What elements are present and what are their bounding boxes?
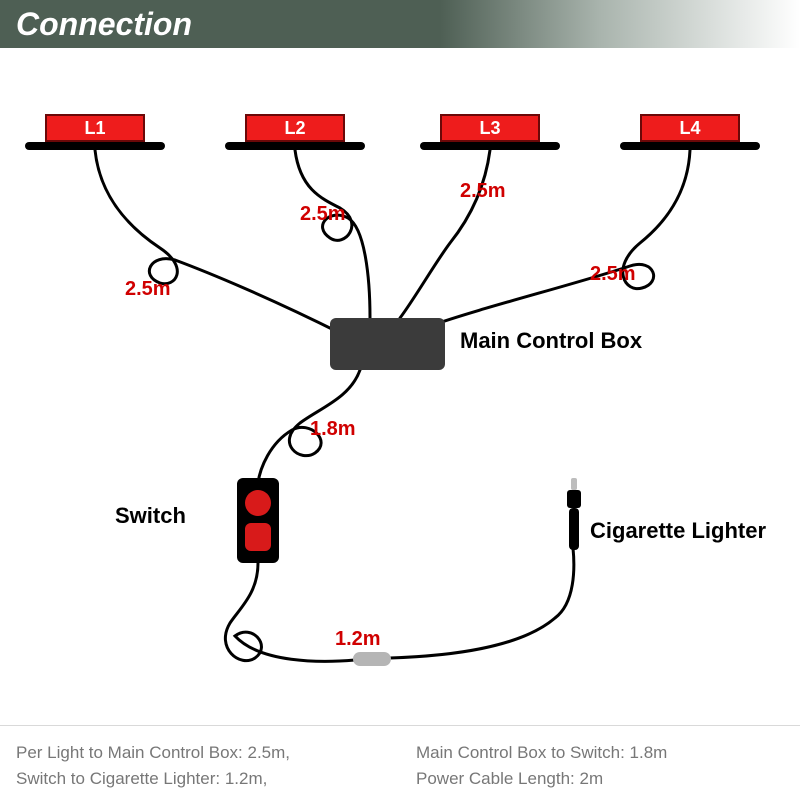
footer-line-3: Main Control Box to Switch: 1.8m: [416, 740, 784, 766]
footer-line-4: Power Cable Length: 2m: [416, 766, 784, 792]
footer-col-right: Main Control Box to Switch: 1.8m Power C…: [416, 740, 784, 791]
light-l2: L2: [225, 114, 365, 150]
light-base-l2: [225, 142, 365, 150]
distance-l1: 2.5m: [125, 278, 171, 301]
light-label-l4: L4: [679, 118, 700, 139]
light-l3: L3: [420, 114, 560, 150]
header-title: Connection: [16, 6, 192, 43]
distance-box-switch: 1.8m: [310, 418, 356, 441]
light-label-l2: L2: [284, 118, 305, 139]
switch-button-rect: [245, 523, 271, 551]
cigarette-lighter-label: Cigarette Lighter: [590, 518, 766, 544]
wire-splice: [353, 652, 391, 666]
footer: Per Light to Main Control Box: 2.5m, Swi…: [0, 725, 800, 801]
main-control-box-label: Main Control Box: [460, 328, 642, 354]
switch-label: Switch: [115, 503, 186, 529]
cigarette-lighter: [560, 478, 588, 555]
light-label-l3: L3: [479, 118, 500, 139]
light-base-l1: [25, 142, 165, 150]
light-bar-l4: L4: [640, 114, 740, 142]
distance-l2: 2.5m: [300, 203, 346, 226]
distance-l3: 2.5m: [460, 180, 506, 203]
diagram-canvas: L1 L2 L3 L4 Main Control Box Switch: [0, 48, 800, 738]
light-base-l3: [420, 142, 560, 150]
switch-button-round: [245, 490, 271, 516]
light-bar-l2: L2: [245, 114, 345, 142]
switch-box: [237, 478, 279, 563]
light-base-l4: [620, 142, 760, 150]
footer-line-1: Per Light to Main Control Box: 2.5m,: [16, 740, 384, 766]
distance-switch-lighter: 1.2m: [335, 628, 381, 651]
header-bar: Connection: [0, 0, 800, 48]
distance-l4: 2.5m: [590, 263, 636, 286]
light-bar-l3: L3: [440, 114, 540, 142]
wires-svg: [0, 48, 800, 738]
footer-col-left: Per Light to Main Control Box: 2.5m, Swi…: [16, 740, 384, 791]
light-l4: L4: [620, 114, 760, 150]
light-bar-l1: L1: [45, 114, 145, 142]
light-label-l1: L1: [84, 118, 105, 139]
main-control-box: [330, 318, 445, 370]
footer-line-2: Switch to Cigarette Lighter: 1.2m,: [16, 766, 384, 792]
light-l1: L1: [25, 114, 165, 150]
